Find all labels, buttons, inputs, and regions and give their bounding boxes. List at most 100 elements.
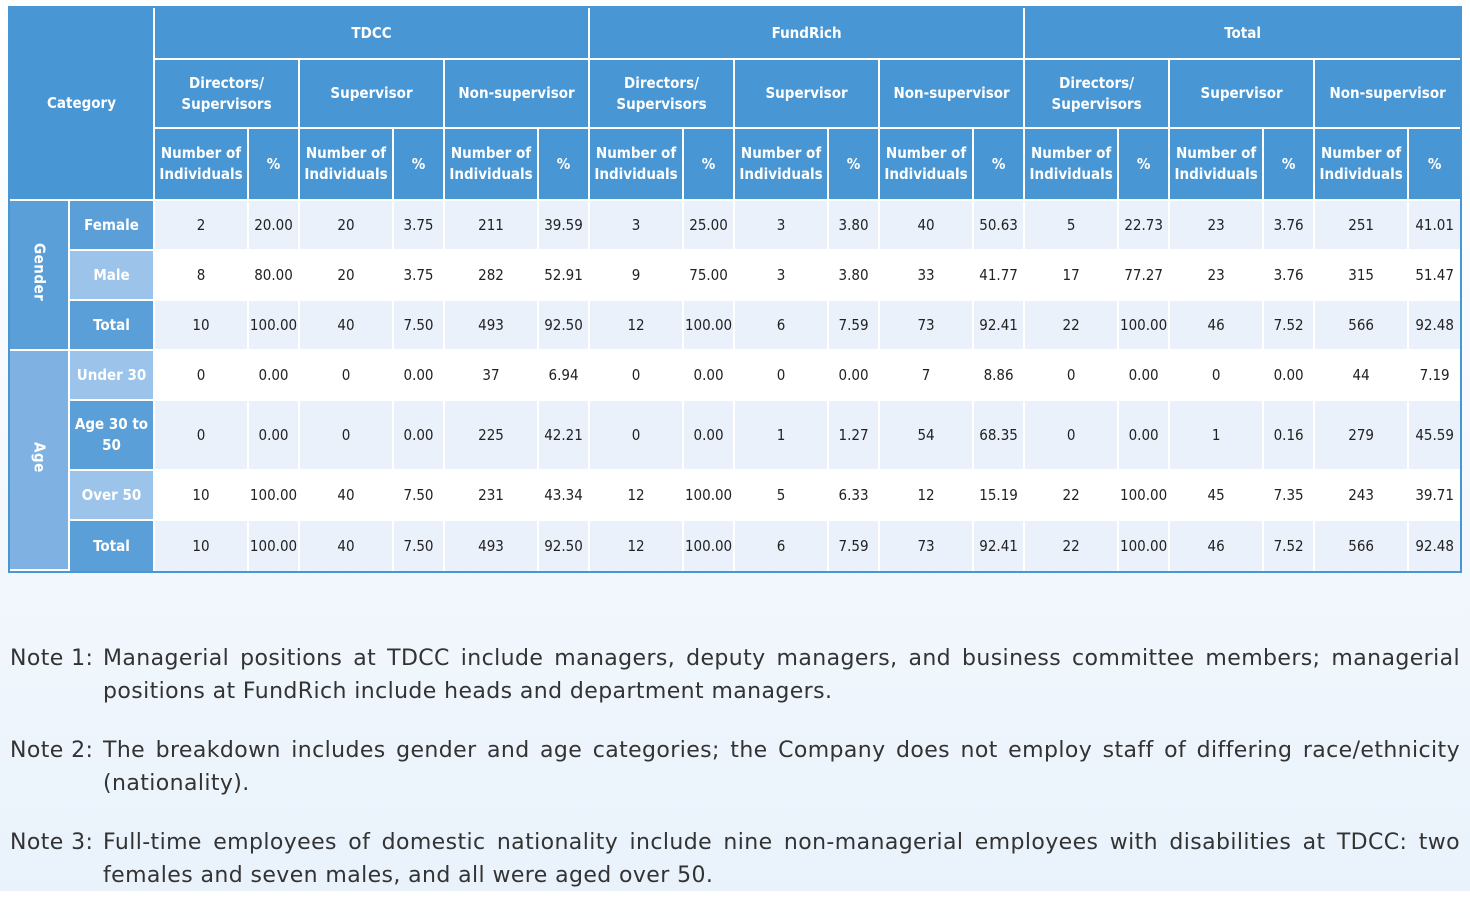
count-cell: 1 [735, 401, 830, 471]
row-label: Male [70, 251, 156, 301]
percent-cell: 3.80 [829, 251, 881, 301]
count-cell: 566 [1315, 521, 1410, 571]
percent-header: % [974, 129, 1026, 201]
percent-cell: 92.48 [1409, 301, 1461, 351]
count-cell: 22 [1025, 301, 1120, 351]
percent-cell: 25.00 [684, 201, 736, 251]
percent-cell: 92.48 [1409, 521, 1461, 571]
percent-cell: 0.00 [394, 351, 446, 401]
count-header: Number of Individuals [1170, 129, 1265, 201]
row-label: Age 30 to 50 [70, 401, 156, 471]
subgroup-header-total-1: Directors/ Supervisors [1025, 60, 1171, 129]
group-header-fundrich: FundRich [590, 8, 1026, 60]
percent-cell: 100.00 [1119, 521, 1171, 571]
count-cell: 12 [590, 521, 685, 571]
percent-cell: 80.00 [249, 251, 301, 301]
table-row: Total 10 100.00 40 7.50 493 92.50 12 100.00 6 7.59… [10, 521, 1461, 571]
percent-cell: 92.50 [539, 521, 591, 571]
percent-cell: 20.00 [249, 201, 301, 251]
percent-cell: 3.76 [1264, 251, 1316, 301]
count-cell: 3 [735, 251, 830, 301]
percent-cell: 6.33 [829, 471, 881, 521]
percent-cell: 0.00 [1119, 351, 1171, 401]
percent-cell: 1.27 [829, 401, 881, 471]
percent-cell: 42.21 [539, 401, 591, 471]
section-gender: Gender [10, 201, 70, 351]
count-cell: 7 [880, 351, 975, 401]
count-cell: 8 [155, 251, 250, 301]
row-label: Total [70, 301, 156, 351]
notes-section: Note 1: Managerial positions at TDCC incl… [10, 642, 1460, 918]
percent-header: % [249, 129, 301, 201]
percent-cell: 100.00 [1119, 301, 1171, 351]
count-header: Number of Individuals [300, 129, 395, 201]
count-cell: 5 [1025, 201, 1120, 251]
count-cell: 3 [590, 201, 685, 251]
table-row: Male 8 80.00 20 3.75 282 52.91 9 75.00 3 3.80 33 41.… [10, 251, 1461, 301]
note-label: Note 1: [10, 646, 94, 671]
count-header: Number of Individuals [735, 129, 830, 201]
percent-cell: 68.35 [974, 401, 1026, 471]
count-cell: 0 [155, 401, 250, 471]
percent-header: % [829, 129, 881, 201]
count-cell: 0 [1170, 351, 1265, 401]
percent-cell: 52.91 [539, 251, 591, 301]
percent-cell: 100.00 [684, 521, 736, 571]
group-header-total: Total [1025, 8, 1461, 60]
count-cell: 0 [1025, 401, 1120, 471]
percent-cell: 0.00 [1264, 351, 1316, 401]
percent-cell: 3.75 [394, 251, 446, 301]
percent-cell: 50.63 [974, 201, 1026, 251]
percent-cell: 92.41 [974, 301, 1026, 351]
count-cell: 20 [300, 251, 395, 301]
percent-cell: 7.35 [1264, 471, 1316, 521]
note-text: The breakdown includes gender and age ca… [103, 738, 1460, 796]
count-cell: 9 [590, 251, 685, 301]
percent-cell: 15.19 [974, 471, 1026, 521]
count-cell: 12 [880, 471, 975, 521]
count-cell: 279 [1315, 401, 1410, 471]
count-cell: 46 [1170, 301, 1265, 351]
percent-cell: 43.34 [539, 471, 591, 521]
subgroup-header-fundrich-1: Directors/ Supervisors [590, 60, 736, 129]
count-cell: 54 [880, 401, 975, 471]
percent-cell: 39.71 [1409, 471, 1461, 521]
count-cell: 3 [735, 201, 830, 251]
count-cell: 37 [445, 351, 540, 401]
note-2: Note 2: The breakdown includes gender and… [10, 734, 1460, 800]
table-row: Gender Female 2 20.00 20 3.75 211 39.59 3 25.00 3 3… [10, 201, 1461, 351]
subgroup-header-total-2: Supervisor [1170, 60, 1316, 129]
count-header: Number of Individuals [590, 129, 685, 201]
percent-cell: 0.00 [1119, 401, 1171, 471]
count-cell: 10 [155, 301, 250, 351]
note-label: Note 3: [10, 830, 94, 855]
percent-cell: 41.01 [1409, 201, 1461, 251]
category-header: Category [10, 8, 156, 201]
count-cell: 566 [1315, 301, 1410, 351]
count-header: Number of Individuals [155, 129, 250, 201]
count-cell: 46 [1170, 521, 1265, 571]
percent-cell: 0.16 [1264, 401, 1316, 471]
count-cell: 0 [735, 351, 830, 401]
percent-cell: 100.00 [249, 521, 301, 571]
count-header: Number of Individuals [880, 129, 975, 201]
section-age: Age [10, 351, 70, 571]
percent-cell: 3.80 [829, 201, 881, 251]
count-cell: 17 [1025, 251, 1120, 301]
row-label: Total [70, 521, 156, 571]
count-cell: 5 [735, 471, 830, 521]
percent-header: % [684, 129, 736, 201]
count-cell: 40 [880, 201, 975, 251]
count-cell: 22 [1025, 521, 1120, 571]
table-row: Over 50 10 100.00 40 7.50 231 43.34 12 100.00 5 6.… [10, 471, 1461, 521]
row-label: Under 30 [70, 351, 156, 401]
percent-cell: 51.47 [1409, 251, 1461, 301]
count-cell: 282 [445, 251, 540, 301]
count-cell: 10 [155, 521, 250, 571]
percent-cell: 92.41 [974, 521, 1026, 571]
count-cell: 40 [300, 301, 395, 351]
percent-cell: 0.00 [249, 351, 301, 401]
percent-cell: 39.59 [539, 201, 591, 251]
percent-cell: 7.50 [394, 301, 446, 351]
percent-cell: 0.00 [829, 351, 881, 401]
